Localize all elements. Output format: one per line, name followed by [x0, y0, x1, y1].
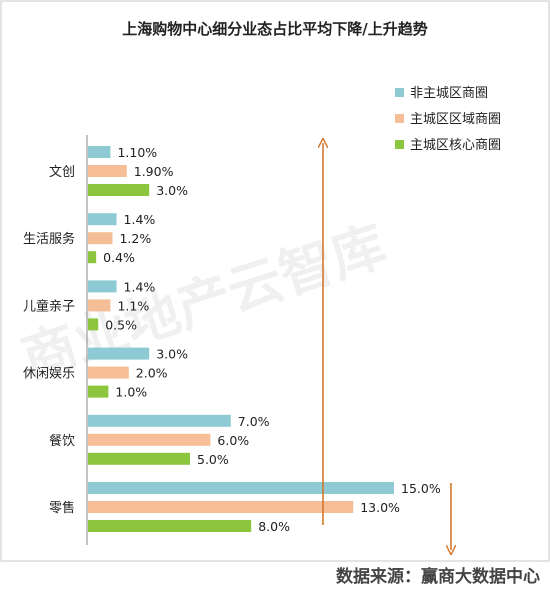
- bar: [88, 251, 97, 264]
- bar: [88, 318, 99, 331]
- bar-value-label: 3.0%: [156, 347, 188, 362]
- category-label: 儿童亲子: [23, 298, 75, 314]
- bar-value-label: 1.2%: [119, 231, 151, 246]
- bar: [88, 520, 252, 532]
- bar: [88, 482, 394, 494]
- legend-swatch: [395, 88, 404, 97]
- bar-value-label: 1.0%: [115, 385, 147, 400]
- category-label: 休闲娱乐: [23, 367, 75, 382]
- bar-value-label: 3.0%: [156, 183, 188, 198]
- bar: [88, 414, 231, 427]
- bar-value-label: 5.0%: [197, 452, 229, 467]
- bar: [88, 452, 190, 465]
- bar-value-label: 1.90%: [134, 164, 174, 179]
- bar: [88, 433, 211, 446]
- bar-value-label: 1.1%: [117, 298, 149, 313]
- legend-label: 主城区核心商圈: [410, 138, 501, 153]
- bar: [88, 146, 111, 158]
- bar: [88, 366, 129, 379]
- bar: [88, 213, 117, 226]
- bar-value-label: 7.0%: [238, 414, 270, 429]
- bar: [88, 347, 150, 360]
- bar-value-label: 6.0%: [217, 433, 249, 448]
- bar: [88, 501, 354, 513]
- category-label: 文创: [49, 165, 75, 180]
- bar-value-label: 15.0%: [401, 481, 441, 496]
- bar: [88, 184, 150, 196]
- bar-value-label: 0.4%: [103, 250, 135, 265]
- bar-value-label: 13.0%: [360, 500, 400, 515]
- category-label: 餐饮: [49, 433, 75, 449]
- bar: [88, 280, 117, 293]
- bar-value-label: 1.4%: [124, 279, 156, 294]
- chart-title: 上海购物中心细分业态占比平均下降/上升趋势: [122, 20, 427, 38]
- bar-value-label: 1.4%: [124, 212, 156, 227]
- bar-value-label: 8.0%: [258, 519, 290, 534]
- bar: [88, 385, 109, 398]
- category-label: 生活服务: [23, 231, 75, 247]
- legend-swatch: [395, 140, 404, 149]
- bar: [88, 299, 111, 312]
- category-label: 零售: [49, 500, 75, 516]
- bar-value-label: 0.5%: [105, 317, 137, 332]
- bars: [88, 146, 394, 532]
- source-note: 数据来源：赢商大数据中心: [336, 566, 540, 587]
- legend-label: 主城区区域商圈: [410, 112, 501, 127]
- bar-value-label: 2.0%: [136, 366, 168, 381]
- bar-value-labels: 1.10%1.90%3.0%1.4%1.2%0.4%1.4%1.1%0.5%3.…: [103, 145, 441, 534]
- legend-swatch: [395, 114, 404, 123]
- legend-label: 非主城区商圈: [410, 86, 488, 101]
- bar-value-label: 1.10%: [117, 145, 157, 160]
- bar: [88, 165, 127, 177]
- bar: [88, 232, 113, 245]
